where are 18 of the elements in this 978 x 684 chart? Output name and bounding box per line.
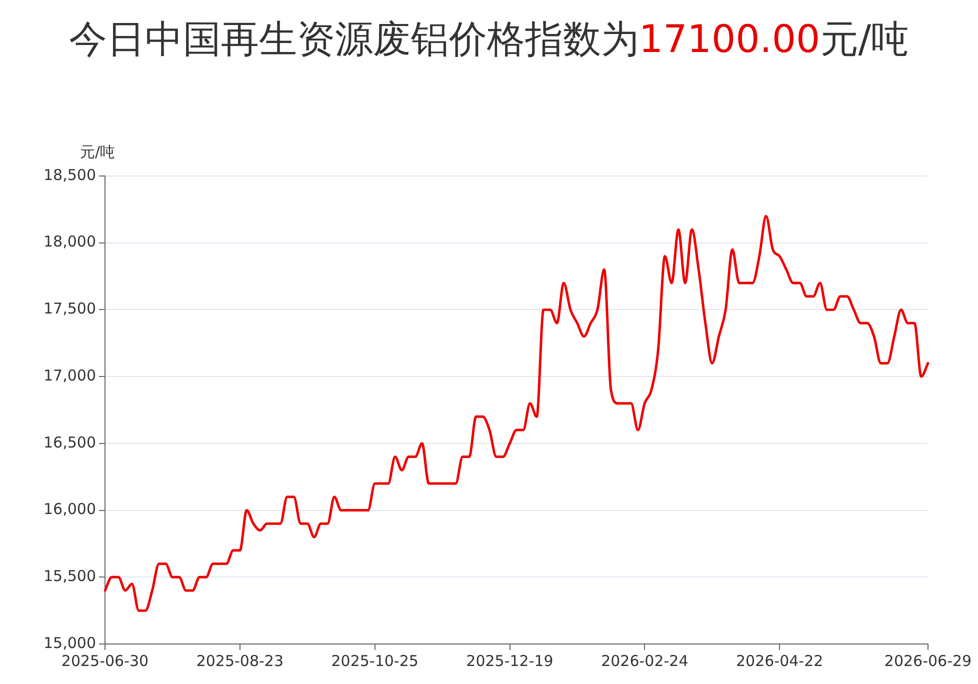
y-tick-label: 18,000 (44, 232, 96, 251)
y-tick-label: 16,500 (44, 433, 96, 452)
line-series (104, 214, 930, 612)
x-tick-label: 2025-06-30 (61, 652, 149, 670)
y-tick-label: 17,500 (44, 300, 96, 318)
x-tick-label: 2026-06-29 (884, 652, 972, 670)
x-tick-label: 2026-04-22 (736, 652, 824, 670)
x-tick-label: 2025-08-23 (196, 652, 284, 670)
y-axis-title: 元/吨 (80, 143, 116, 162)
x-tick-label: 2025-10-25 (331, 652, 418, 670)
chart-title: 今日中国再生资源废铝价格指数为17100.00元/吨 (68, 17, 910, 61)
y-tick-label: 15,500 (44, 567, 96, 586)
x-tick-label: 2025-12-19 (466, 652, 554, 670)
x-tick-label: 2026-02-24 (601, 652, 688, 670)
y-tick-label: 16,000 (44, 500, 96, 518)
y-tick-label: 18,500 (44, 166, 96, 184)
y-tick-label: 15,000 (44, 634, 96, 652)
y-tick-label: 17,000 (44, 366, 96, 384)
